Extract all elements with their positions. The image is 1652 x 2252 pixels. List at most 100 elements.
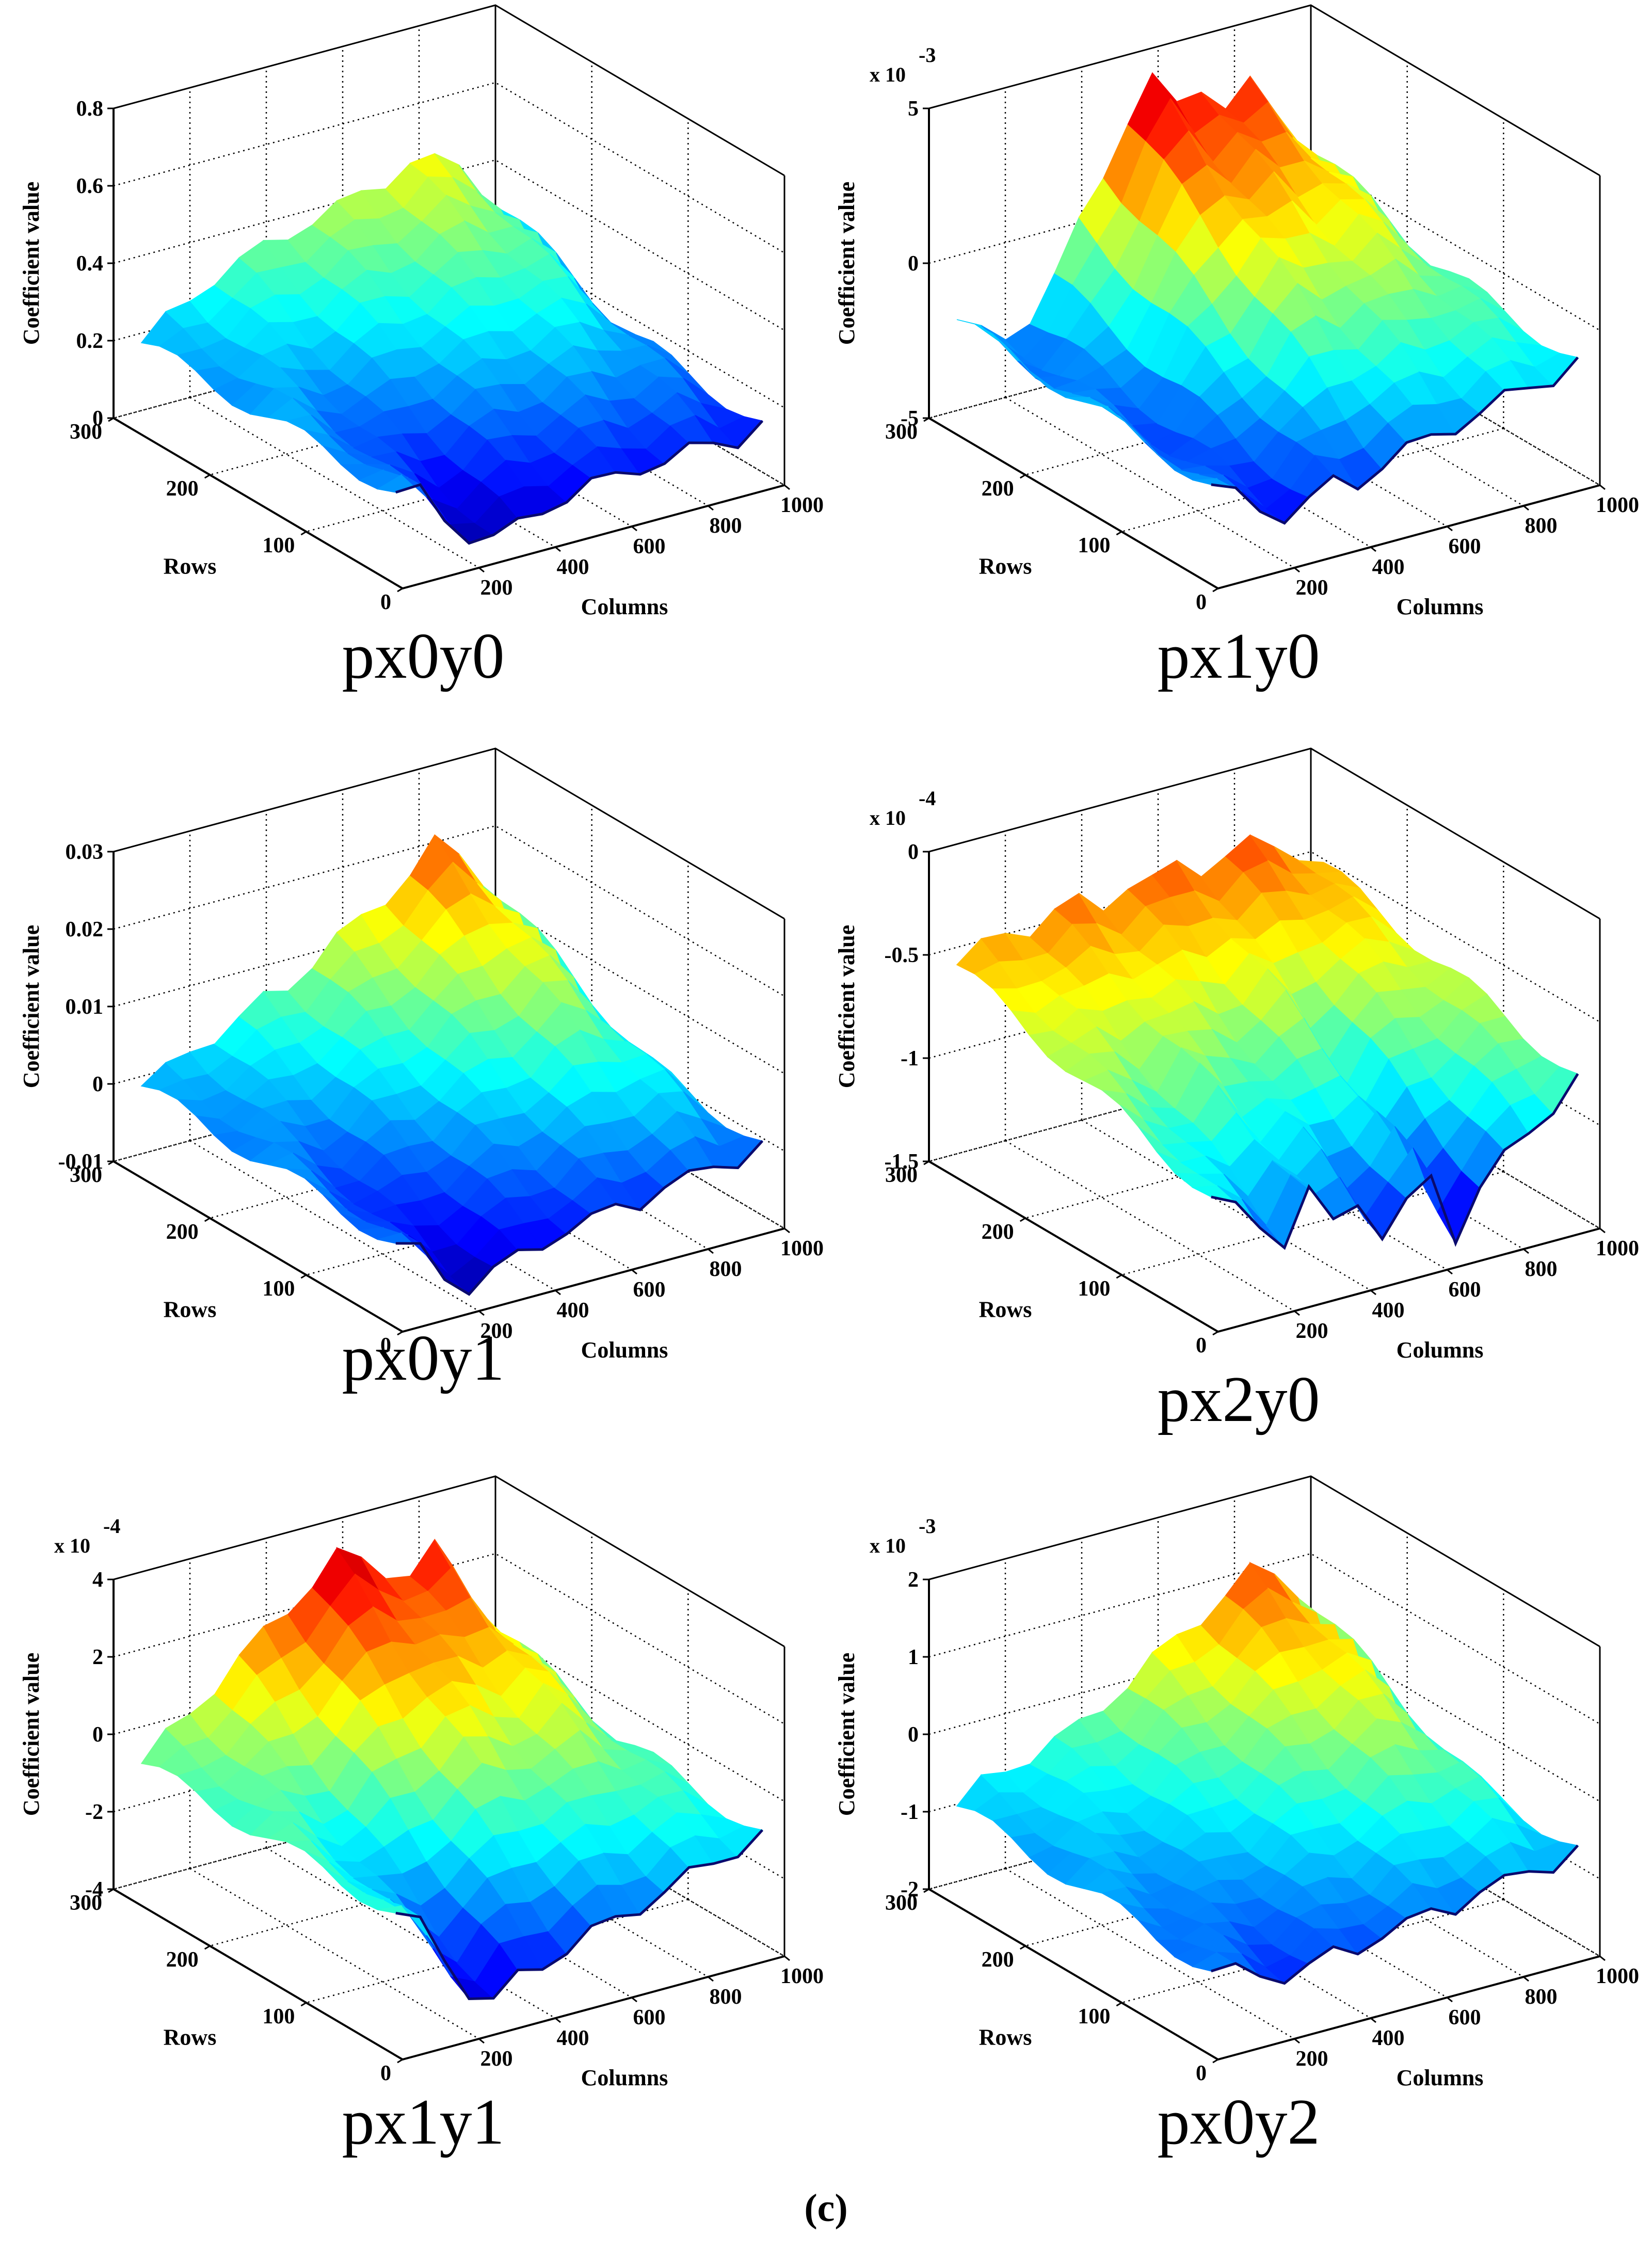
x-tick — [1523, 505, 1529, 511]
y-tick-label: 100 — [262, 2005, 295, 2029]
z-axis-label: Coefficient value — [834, 1653, 859, 1816]
z-tick-label: -4 — [85, 1878, 103, 1902]
x-tick — [1370, 546, 1376, 552]
x-tick-label: 200 — [1296, 1319, 1328, 1343]
plot-px0y1: -0.01 0 0.01 0.02 0.03 200 400 600 800 1000 0 100 20… — [10, 747, 836, 1456]
y-tick-label: 300 — [70, 1891, 102, 1915]
z-gridline — [113, 4, 785, 177]
y-tick-label: 200 — [166, 477, 199, 501]
x-tick-label: 400 — [557, 1299, 589, 1322]
x-tick — [1370, 2017, 1376, 2023]
y-tick-label: 300 — [885, 1163, 918, 1187]
exponent-power: -3 — [919, 43, 936, 67]
y-tick — [397, 2058, 403, 2064]
y-tick-label: 300 — [70, 420, 102, 444]
x-gridline-floor — [1158, 1826, 1448, 1999]
x-gridline-floor — [1005, 396, 1295, 569]
y-axis-label: Rows — [164, 2025, 217, 2050]
plot-px0y1-svg: -0.01 0 0.01 0.02 0.03 200 400 600 800 1000 0 100 20… — [19, 747, 824, 1363]
x-gridline-floor — [1310, 1785, 1600, 1957]
y-tick-label: 0 — [380, 2062, 391, 2085]
y-tick — [204, 1945, 211, 1950]
x-gridline-floor — [1081, 1847, 1371, 2019]
surface-group — [956, 834, 1579, 1249]
z-tick-label: 2 — [908, 1568, 919, 1592]
z-tick-label: -5 — [901, 407, 919, 430]
z-tick-label: -0.5 — [885, 944, 919, 967]
surface-front-outline — [395, 420, 764, 545]
x-gridline-floor — [266, 1119, 556, 1291]
surface-front-outline — [1211, 1073, 1579, 1250]
surface-front-outline — [1211, 356, 1579, 525]
x-tick-label: 1000 — [1596, 1964, 1639, 1988]
x-gridline-floor — [1081, 376, 1371, 548]
x-axis-label: Columns — [1397, 594, 1484, 619]
y-tick — [1116, 1274, 1122, 1279]
x-tick-label: 1000 — [1596, 493, 1639, 517]
x-gridline-floor — [189, 396, 479, 569]
z-tick-label: -1 — [901, 1047, 919, 1071]
x-axis-label: Columns — [581, 1337, 668, 1363]
x-axis-label: Columns — [1397, 2065, 1484, 2090]
x-tick — [708, 1976, 714, 1982]
x-gridline-floor — [1005, 1867, 1295, 2040]
x-tick — [555, 546, 561, 552]
x-gridline-floor — [1310, 1057, 1600, 1229]
y-tick-label: 100 — [1078, 1277, 1110, 1301]
x-gridline-floor — [419, 1806, 709, 1978]
caption-px0y1: px0y1 — [342, 1322, 505, 1394]
y-tick — [1212, 587, 1218, 593]
plot-px1y1-svg: -4 -2 0 2 4 200 400 600 800 1000 0 100 200 300 Coeffic… — [19, 1475, 824, 2090]
y-tick — [1212, 1331, 1218, 1336]
x-tick-label: 200 — [1296, 576, 1328, 600]
x-tick-label: 800 — [1525, 514, 1558, 538]
z-tick-label: 0.2 — [76, 329, 104, 353]
x-tick — [708, 1248, 714, 1254]
y-tick-label: 100 — [1078, 534, 1110, 557]
y-tick-label: 200 — [982, 1948, 1014, 1972]
z-tick-label: 4 — [92, 1568, 103, 1592]
x-gridline-floor — [495, 1057, 785, 1229]
y-axis-label: Rows — [164, 1297, 217, 1322]
exponent-power: -4 — [919, 787, 936, 810]
top-frame-line — [113, 4, 785, 177]
x-tick — [555, 2017, 561, 2023]
x-tick-label: 800 — [710, 514, 742, 538]
y-tick — [397, 587, 403, 593]
x-gridline-floor — [342, 1826, 632, 1999]
x-tick-label: 400 — [1372, 555, 1405, 579]
x-tick-label: 600 — [633, 535, 666, 558]
y-tick — [1116, 531, 1122, 536]
plot-px0y2-svg: -2 -1 0 1 2 200 400 600 800 1000 0 100 200 300 Coeffic… — [834, 1475, 1639, 2090]
z-tick-label: 0.6 — [76, 174, 104, 198]
x-gridline-floor — [266, 1847, 556, 2019]
x-tick-label: 400 — [1372, 1299, 1405, 1322]
x-tick-label: 200 — [480, 1319, 513, 1343]
plot-px1y0-svg: -5 0 5 200 400 600 800 1000 0 100 200 300 Coefficien… — [834, 4, 1639, 619]
x-tick-label: 800 — [1525, 1257, 1558, 1281]
y-tick-label: 300 — [885, 1891, 918, 1915]
x-tick — [1523, 1248, 1529, 1254]
z-tick-label: 0.02 — [66, 918, 104, 941]
x-tick — [1599, 1955, 1606, 1961]
z-tick-label: 0.01 — [66, 995, 104, 1019]
z-tick-label: 2 — [92, 1646, 103, 1669]
z-axis-label: Coefficient value — [19, 182, 44, 345]
y-tick — [300, 1274, 307, 1279]
x-gridline-floor — [419, 1078, 709, 1250]
surface-group — [140, 1539, 763, 2000]
y-tick-label: 300 — [885, 420, 918, 444]
y-axis-label: Rows — [164, 554, 217, 579]
exponent-base: x 10 — [54, 1534, 90, 1557]
z-tick-label: 1 — [908, 1646, 919, 1669]
x-tick-label: 1000 — [1596, 1237, 1639, 1260]
x-gridline-floor — [1234, 1078, 1524, 1250]
x-gridline-floor — [1234, 1806, 1524, 1978]
z-tick-label: -1 — [901, 1800, 919, 1824]
x-tick — [1370, 1289, 1376, 1296]
y-tick-label: 200 — [166, 1948, 199, 1972]
x-tick-label: 1000 — [780, 1237, 824, 1260]
surface-front-outline — [1211, 1844, 1579, 1985]
x-tick-label: 600 — [1449, 1278, 1481, 1302]
